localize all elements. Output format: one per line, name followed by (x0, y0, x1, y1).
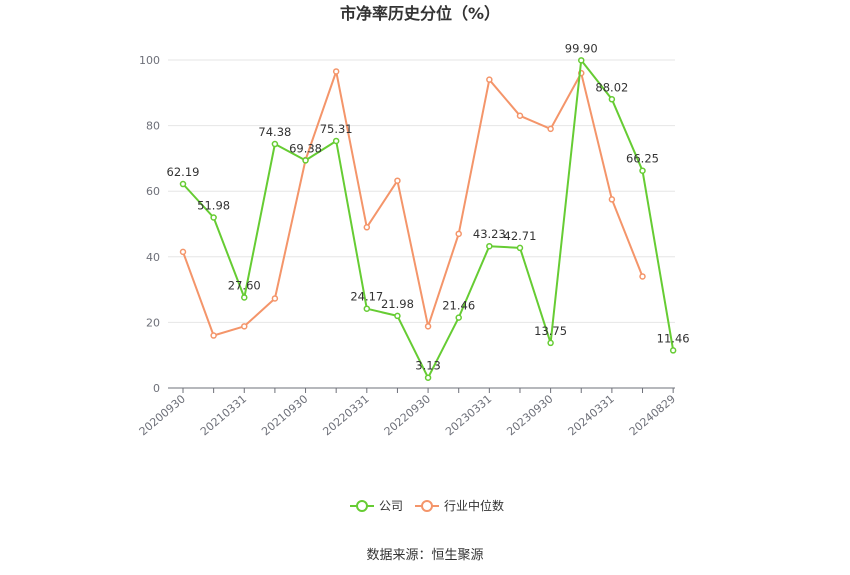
series-1-point-0 (179, 248, 187, 256)
data-label-4: 69.38 (289, 141, 322, 155)
data-label-16: 11.46 (657, 331, 690, 345)
data-label-8: 3.13 (415, 359, 441, 373)
x-tick-label-2: 20210930 (259, 392, 310, 438)
series-0-point-9 (455, 314, 462, 321)
x-tick-label-5: 20230331 (443, 392, 494, 438)
legend-label-0: 公司 (379, 499, 403, 513)
chart-title: 市净率历史分位（%） (340, 4, 500, 23)
y-tick-label-2: 40 (146, 251, 160, 264)
series-1-point-1 (210, 332, 217, 339)
data-labels: 62.19 51.98 27.60 74.38 69.38 75.31 24.1721.98… (167, 41, 690, 372)
source-note: 数据来源：恒生聚源 (366, 548, 483, 563)
series-1-point-2 (241, 323, 248, 330)
x-tick-label-0: 20200930 (137, 392, 188, 438)
legend-item-1[interactable]: 行业中位数 (415, 498, 504, 513)
legend-marker-0 (356, 500, 368, 512)
data-label-1: 51.98 (197, 199, 230, 213)
series-0-point-8 (424, 374, 432, 381)
data-label-3: 74.38 (258, 125, 291, 139)
series-0-point-7 (394, 312, 401, 320)
x-tick-label-1: 20210331 (198, 392, 249, 438)
series-0-point-6 (363, 305, 371, 312)
data-label-11: 42.71 (504, 229, 537, 243)
data-label-13: 99.90 (565, 41, 598, 55)
x-axis: 20200930 20210331 20210930 20220331 20220930… (137, 387, 678, 438)
series-1-point-10 (486, 76, 493, 83)
data-label-15: 66.25 (626, 152, 659, 166)
series-0-point-16 (669, 347, 677, 354)
x-tick-label-7: 20240331 (566, 392, 617, 438)
series-1-point-8 (424, 323, 432, 330)
series-0-point-11 (516, 244, 524, 252)
data-label-2: 27.60 (228, 278, 261, 292)
series-1-point-6 (363, 224, 371, 231)
legend-item-0[interactable]: 公司 (350, 499, 403, 513)
y-tick-label-0: 0 (153, 382, 160, 395)
x-tick-label-3: 20220331 (320, 392, 371, 438)
series-0-point-13 (577, 57, 585, 64)
series-0-point-14 (608, 96, 616, 103)
series-line-0 (182, 59, 675, 379)
data-label-5: 75.31 (320, 122, 353, 136)
data-label-10: 43.23 (473, 227, 506, 241)
series-0-point-15 (639, 167, 646, 174)
data-label-12: 13.75 (534, 324, 567, 338)
series-1-point-5 (332, 68, 340, 75)
data-label-7: 21.98 (381, 297, 414, 311)
data-label-6: 24.17 (350, 290, 383, 304)
series-0-point-3 (271, 140, 279, 148)
series-1-point-3 (271, 295, 279, 302)
series-0-point-5 (332, 137, 340, 145)
series-layer (179, 57, 677, 381)
y-axis-ticks: 0 20 40 60 80 100 (139, 54, 160, 395)
x-tick-label-8: 20240829 (627, 392, 678, 438)
series-1-point-14 (608, 196, 616, 203)
legend-label-1: 行业中位数 (444, 498, 504, 513)
series-0-point-2 (241, 294, 248, 301)
data-label-14: 88.02 (595, 80, 628, 94)
series-0-point-12 (547, 339, 554, 347)
series-0-point-1 (210, 214, 217, 221)
y-tick-label-3: 60 (146, 185, 160, 198)
legend[interactable]: 公司 行业中位数 (350, 498, 504, 513)
series-1-point-12 (547, 125, 554, 133)
x-tick-label-6: 20230930 (504, 392, 555, 438)
y-tick-label-5: 100 (139, 54, 160, 67)
legend-marker-1 (421, 500, 433, 512)
series-1-point-7 (394, 177, 401, 184)
series-0-point-10 (486, 242, 493, 250)
series-1-point-11 (516, 112, 524, 120)
data-label-9: 21.46 (442, 299, 475, 313)
series-0-point-4 (302, 157, 309, 164)
data-label-0: 62.19 (167, 165, 200, 179)
y-tick-label-4: 80 (146, 120, 160, 133)
series-1-point-15 (639, 273, 646, 280)
series-1-point-9 (455, 230, 462, 238)
x-tick-label-4: 20220930 (382, 392, 433, 438)
y-tick-label-1: 20 (146, 316, 160, 329)
series-0-point-0 (179, 180, 187, 188)
series-line-1 (182, 70, 644, 337)
